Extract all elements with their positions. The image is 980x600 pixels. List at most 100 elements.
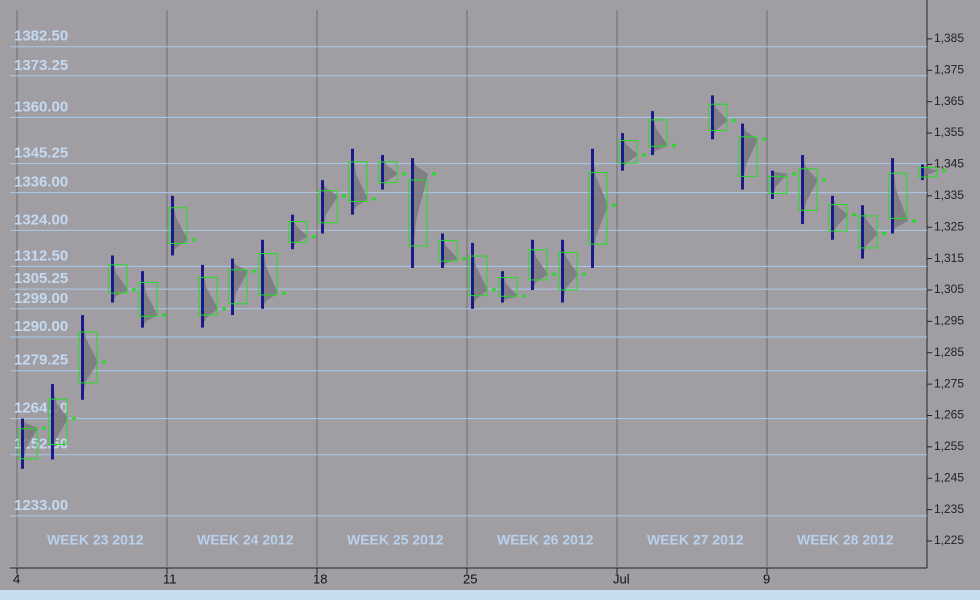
- level-label: 1233.00: [14, 497, 68, 514]
- profile-shape: [472, 242, 488, 309]
- y-tick-label: 1,295: [934, 314, 964, 328]
- y-tick-label: 1,375: [934, 62, 964, 76]
- y-tick-label: 1,345: [934, 157, 964, 171]
- range-bar: [291, 214, 294, 250]
- poc-dot: [732, 118, 736, 123]
- poc-dot: [432, 172, 436, 176]
- range-bar: [171, 195, 174, 256]
- poc-dot: [522, 294, 526, 299]
- x-tick-label: 9: [763, 571, 770, 586]
- x-tick-label: 25: [463, 571, 477, 586]
- level-label: 1299.00: [14, 290, 68, 307]
- profile-shape: [772, 170, 788, 199]
- x-tick-label: 4: [13, 571, 20, 586]
- poc-dot: [882, 231, 886, 236]
- level-label: 1279.25: [14, 352, 68, 369]
- profile-shape: [82, 315, 98, 400]
- scroll-strip: [0, 590, 980, 600]
- poc-dot: [642, 153, 646, 157]
- level-label: 1382.50: [14, 28, 68, 45]
- poc-dot: [102, 360, 106, 364]
- range-bar: [831, 195, 834, 240]
- poc-dot: [252, 269, 256, 273]
- y-tick-label: 1,275: [934, 376, 964, 390]
- value-area: [438, 239, 458, 262]
- poc-dot: [312, 234, 316, 239]
- value-area: [528, 249, 548, 281]
- value-area: [738, 136, 758, 177]
- x-tick-label: Jul: [613, 571, 630, 586]
- poc-dot: [192, 237, 196, 242]
- poc-dot: [942, 168, 946, 173]
- range-bar: [381, 155, 384, 190]
- value-area: [198, 276, 218, 316]
- value-area: [168, 207, 188, 245]
- value-area: [408, 179, 428, 247]
- range-bar: [321, 180, 324, 234]
- range-bar: [261, 239, 264, 309]
- value-area: [228, 269, 248, 305]
- range-bar: [411, 158, 414, 268]
- profile-shape: [502, 271, 518, 303]
- profile-shape: [382, 155, 398, 190]
- value-area: [378, 161, 398, 184]
- profile-shape: [922, 164, 938, 181]
- profile-shape: [742, 123, 758, 190]
- poc-dot: [852, 212, 856, 217]
- profile-shape: [52, 384, 68, 460]
- y-tick-label: 1,335: [934, 188, 964, 202]
- value-area: [888, 172, 908, 219]
- value-area: [708, 103, 728, 132]
- level-label: 1290.00: [14, 318, 68, 335]
- profile-shape: [202, 264, 218, 328]
- poc-dot: [912, 219, 916, 223]
- value-area: [108, 264, 128, 294]
- profile-shape: [322, 180, 338, 234]
- range-bar: [201, 264, 204, 328]
- value-area: [18, 428, 38, 460]
- x-tick-label: 11: [163, 571, 177, 586]
- range-bar: [921, 164, 924, 181]
- y-tick-label: 1,325: [934, 219, 964, 233]
- level-label: 1324.00: [14, 211, 68, 228]
- value-area: [318, 190, 338, 224]
- level-label: 1336.00: [14, 174, 68, 191]
- value-area: [498, 276, 518, 297]
- range-bar: [711, 95, 714, 140]
- y-tick-label: 1,255: [934, 439, 964, 453]
- poc-dot: [672, 143, 676, 148]
- value-area: [48, 398, 68, 445]
- range-bar: [141, 271, 144, 328]
- y-tick-label: 1,265: [934, 408, 964, 422]
- profile-shape: [592, 148, 608, 268]
- week-label: WEEK 26 2012: [497, 532, 594, 548]
- range-bar: [801, 155, 804, 225]
- profile-shape: [412, 158, 428, 268]
- poc-dot: [612, 203, 616, 208]
- profile-shape: [292, 214, 308, 250]
- profile-shape: [802, 155, 818, 225]
- level-label: 1305.25: [14, 270, 68, 287]
- poc-dot: [822, 178, 826, 182]
- range-bar: [351, 148, 354, 215]
- profile-shape: [562, 239, 578, 303]
- range-bar: [21, 418, 24, 469]
- profile-shape: [262, 239, 278, 309]
- profile-shape: [862, 205, 878, 259]
- value-area: [588, 172, 608, 245]
- week-label: WEEK 24 2012: [197, 532, 294, 548]
- x-tick-label: 18: [313, 571, 327, 586]
- poc-dot: [792, 172, 796, 176]
- value-area: [78, 331, 98, 384]
- value-area: [558, 251, 578, 291]
- profile-shape: [172, 195, 188, 256]
- profile-shape: [352, 148, 368, 215]
- value-area: [858, 215, 878, 249]
- poc-dot: [402, 172, 406, 176]
- range-bar: [111, 255, 114, 303]
- poc-dot: [222, 306, 226, 311]
- range-bar: [471, 242, 474, 309]
- range-bar: [441, 233, 444, 268]
- range-bar: [591, 148, 594, 268]
